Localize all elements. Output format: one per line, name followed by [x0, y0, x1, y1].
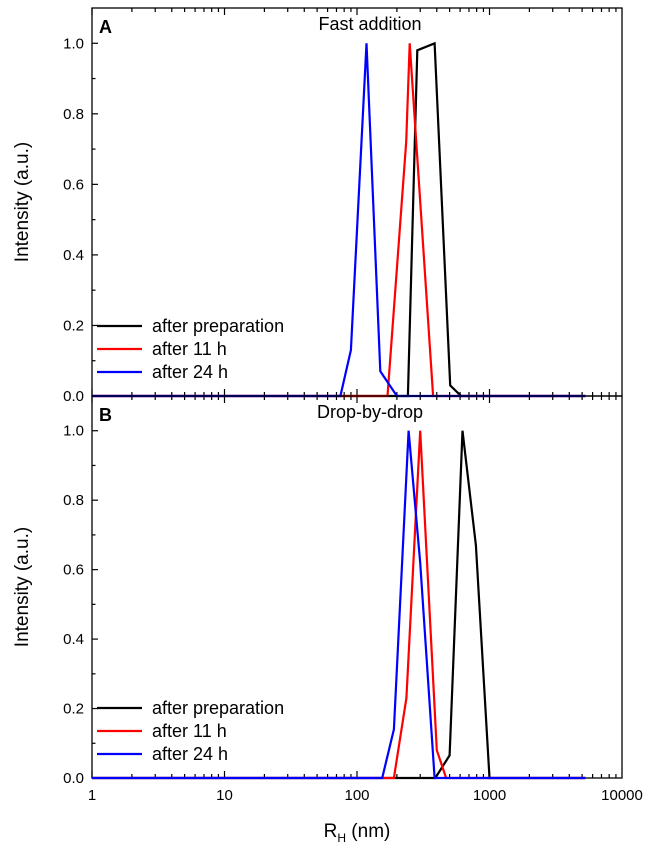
panel-a: 0.0 0.2 0.4 0.6 0.8 1.0 A Fast addition Intensit…	[12, 7, 623, 405]
panel-letter-b: B	[99, 405, 112, 425]
y-axis-title-b: Intensity (a.u.)	[12, 527, 33, 647]
panel-letter-a: A	[99, 17, 112, 37]
y-tick-label-b: 0.4	[63, 631, 84, 648]
x-axis-title-unit: (nm)	[346, 821, 390, 842]
panel-b: 0.0 0.2 0.4 0.6 0.8 1.0 1 10 100 1000 10000 B Drop-b…	[12, 395, 643, 804]
y-tick-label-b: 0.6	[63, 562, 84, 579]
legend-label-b-2: after 11 h	[152, 721, 227, 741]
legend-label-a-1: after preparation	[152, 316, 284, 336]
x-tick-label-b: 10	[216, 787, 233, 804]
panel-title-b: Drop-by-drop	[317, 402, 423, 422]
y-tick-label-b: 0.2	[63, 701, 84, 718]
y-tick-label-b: 0.8	[63, 492, 84, 509]
x-axis-title: RH (nm)	[324, 821, 391, 845]
panel-title-a: Fast addition	[318, 14, 421, 34]
x-axis-title-main: R	[324, 821, 338, 842]
y-tick-label-b: 1.0	[63, 423, 84, 440]
legend-label-a-2: after 11 h	[152, 339, 227, 359]
x-tick-label-b: 10000	[601, 787, 643, 804]
y-tick-label-b: 0.0	[63, 770, 84, 787]
legend-label-b-1: after preparation	[152, 698, 284, 718]
y-axis-title-a: Intensity (a.u.)	[12, 142, 33, 262]
y-tick-label-a: 0.6	[63, 176, 84, 193]
y-tick-label-a: 0.0	[63, 388, 84, 405]
y-tick-label-a: 1.0	[63, 35, 84, 52]
y-tick-label-a: 0.2	[63, 317, 84, 334]
plot-frame-a	[91, 7, 623, 397]
legend-label-b-3: after 24 h	[152, 744, 228, 764]
x-axis-title-sub: H	[337, 831, 346, 845]
series-line-b-3	[92, 430, 586, 780]
x-tick-label-b: 100	[344, 787, 369, 804]
y-tick-label-a: 0.4	[63, 247, 84, 264]
y-tick-label-a: 0.8	[63, 106, 84, 123]
x-tick-label-b: 1000	[473, 787, 506, 804]
legend-label-a-3: after 24 h	[152, 362, 228, 382]
x-tick-label-b: 1	[88, 787, 96, 804]
